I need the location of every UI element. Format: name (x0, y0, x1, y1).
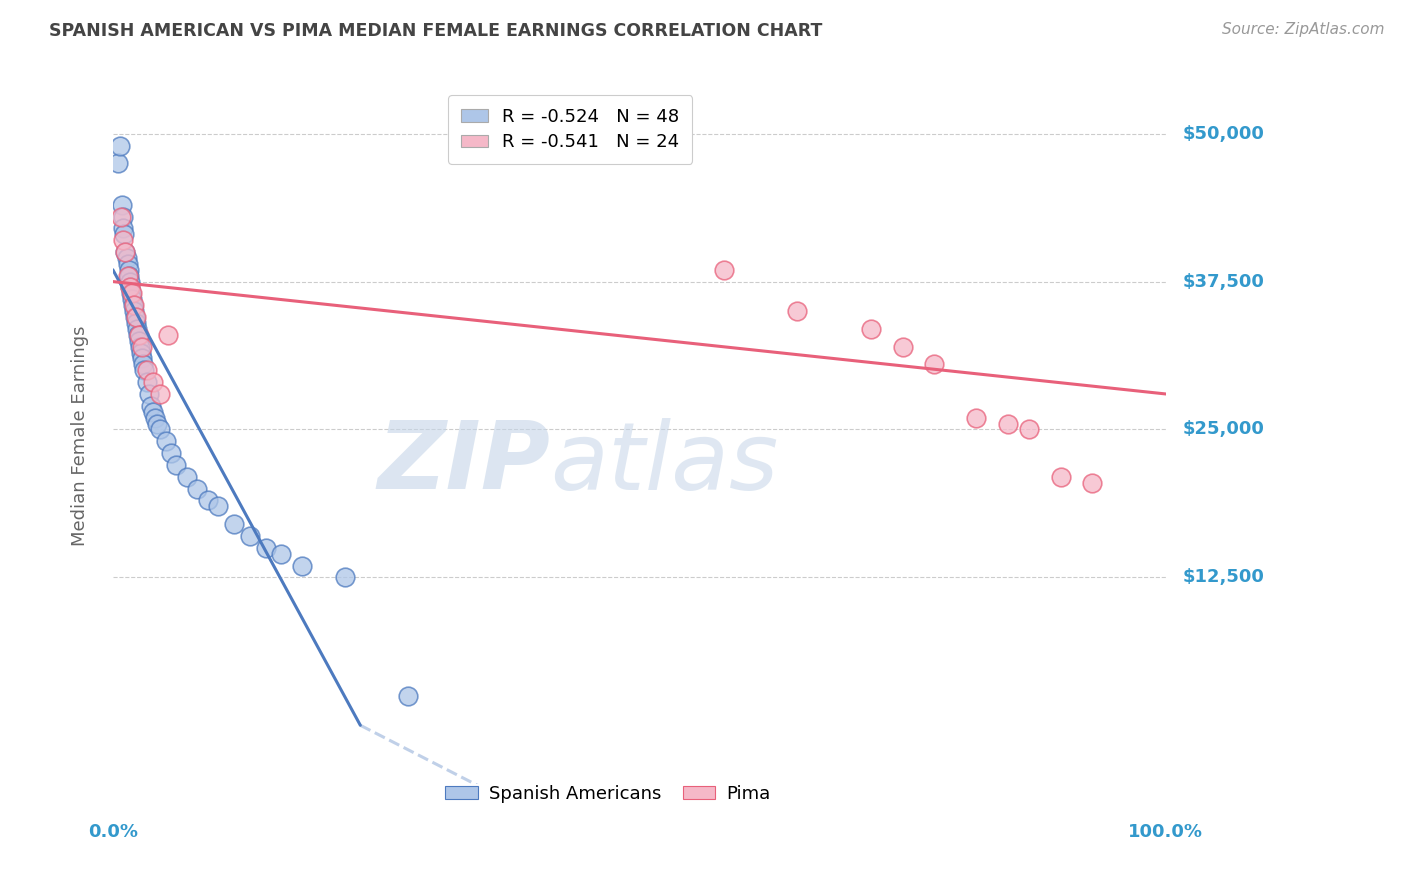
Point (118, 280, 141, 294)
Point (117, 257, 139, 271)
Point (132, 358, 155, 372)
Point (333, 570, 356, 584)
Legend: Spanish Americans, Pima: Spanish Americans, Pima (439, 778, 778, 810)
Point (207, 500, 229, 514)
Point (134, 363, 156, 377)
Point (1049, 470, 1071, 484)
Point (156, 327, 179, 342)
Point (197, 493, 219, 508)
Point (143, 410, 166, 425)
Point (128, 334, 150, 348)
Point (111, 197, 134, 211)
Point (110, 210, 132, 224)
Point (149, 387, 172, 401)
Point (121, 298, 143, 312)
Point (1018, 422, 1040, 436)
Text: $12,500: $12,500 (1182, 568, 1264, 586)
Text: atlas: atlas (550, 417, 778, 508)
Point (114, 227, 136, 242)
Point (155, 434, 177, 449)
Point (110, 138, 132, 153)
Point (965, 410, 987, 425)
Text: 100.0%: 100.0% (1129, 823, 1204, 841)
Point (107, 156, 129, 170)
Point (135, 363, 157, 377)
Point (291, 558, 314, 573)
Point (142, 405, 165, 419)
Point (129, 340, 152, 354)
Point (149, 422, 172, 436)
Point (124, 310, 146, 324)
Point (114, 245, 136, 260)
Point (120, 286, 142, 301)
Text: $25,000: $25,000 (1182, 420, 1264, 439)
Point (115, 251, 138, 265)
Text: Source: ZipAtlas.com: Source: ZipAtlas.com (1222, 22, 1385, 37)
Point (891, 340, 914, 354)
Point (112, 210, 135, 224)
Point (122, 298, 145, 312)
Point (118, 275, 141, 289)
Point (114, 245, 136, 260)
Point (239, 529, 262, 543)
Point (117, 268, 139, 283)
Point (135, 375, 157, 389)
Point (125, 322, 148, 336)
Text: 0.0%: 0.0% (87, 823, 138, 841)
Point (131, 340, 153, 354)
Point (121, 293, 143, 307)
Point (165, 458, 187, 472)
Point (131, 351, 153, 366)
Point (142, 375, 165, 389)
Point (396, 689, 419, 703)
Text: $37,500: $37,500 (1182, 273, 1264, 291)
Point (786, 304, 808, 318)
Point (122, 304, 145, 318)
Point (129, 345, 152, 359)
Point (117, 268, 139, 283)
Point (125, 310, 148, 324)
Point (112, 233, 135, 247)
Point (159, 446, 181, 460)
Point (270, 547, 292, 561)
Point (176, 470, 198, 484)
Point (1081, 475, 1104, 490)
Text: ZIP: ZIP (377, 417, 550, 509)
Point (117, 262, 139, 277)
Point (112, 221, 135, 235)
Point (186, 482, 208, 496)
Text: $50,000: $50,000 (1182, 125, 1264, 143)
Point (146, 417, 169, 431)
Y-axis label: Median Female Earnings: Median Female Earnings (72, 326, 89, 546)
Point (138, 387, 160, 401)
Point (139, 399, 162, 413)
Point (997, 417, 1019, 431)
Point (713, 262, 735, 277)
Point (128, 327, 150, 342)
Point (254, 541, 277, 555)
Point (922, 358, 945, 372)
Point (125, 316, 148, 330)
Point (127, 327, 149, 342)
Point (121, 286, 143, 301)
Point (860, 322, 883, 336)
Text: SPANISH AMERICAN VS PIMA MEDIAN FEMALE EARNINGS CORRELATION CHART: SPANISH AMERICAN VS PIMA MEDIAN FEMALE E… (49, 22, 823, 40)
Point (222, 517, 245, 532)
Point (118, 280, 141, 294)
